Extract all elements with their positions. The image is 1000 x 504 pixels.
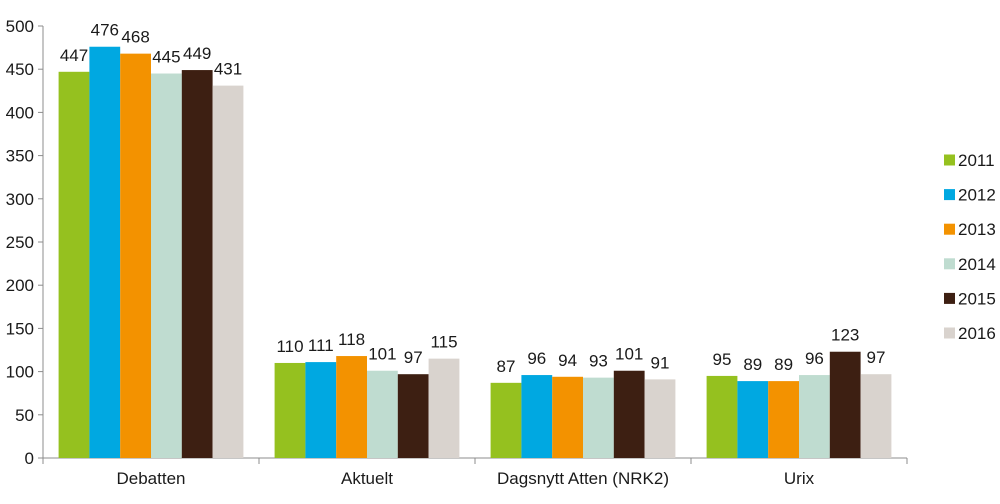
data-label: 449	[183, 44, 211, 63]
category-label: Dagsnytt Atten (NRK2)	[497, 469, 669, 488]
bar-2013	[120, 53, 151, 458]
bar-2013	[336, 356, 367, 458]
legend-label: 2016	[958, 324, 996, 343]
bar-2016	[644, 379, 676, 458]
y-tick-label: 250	[6, 233, 34, 252]
bar-2015	[181, 70, 213, 459]
legend-label: 2012	[958, 186, 996, 205]
bar-2014	[799, 375, 830, 458]
bar-2011	[706, 375, 738, 458]
legend-label: 2014	[958, 255, 996, 274]
bar-2015	[829, 351, 861, 458]
bar-2013	[768, 381, 799, 458]
data-label: 94	[558, 351, 577, 370]
data-label: 431	[214, 60, 242, 79]
bar-2012	[89, 46, 121, 459]
bar-2016	[212, 85, 244, 458]
y-tick-label: 200	[6, 276, 34, 295]
axes: 0 50 100 150 200 250 300 350 400 450 500 Debatten Ak…	[6, 17, 908, 488]
bar-2014	[367, 370, 398, 458]
data-label: 96	[527, 349, 546, 368]
y-tick-label: 50	[15, 406, 34, 425]
legend-swatch	[944, 154, 955, 166]
y-tick-label: 300	[6, 190, 34, 209]
bar-2012	[521, 375, 553, 458]
bar-2014	[151, 73, 182, 459]
data-label: 101	[615, 345, 643, 364]
data-label: 89	[743, 355, 762, 374]
legend-swatch	[944, 189, 955, 201]
category-label: Urix	[784, 469, 815, 488]
y-tick-label: 450	[6, 60, 34, 79]
category-label: Debatten	[117, 469, 186, 488]
data-label: 91	[651, 353, 670, 372]
data-label: 96	[805, 349, 824, 368]
bar-2011	[274, 362, 306, 458]
legend-label: 2015	[958, 289, 996, 308]
bar-2012	[305, 362, 337, 458]
data-label: 87	[497, 357, 516, 376]
bars	[58, 46, 892, 459]
data-label: 445	[152, 48, 180, 67]
data-label: 123	[831, 326, 859, 345]
bar-2012	[737, 381, 769, 458]
category-label: Aktuelt	[341, 469, 393, 488]
legend-label: 2013	[958, 220, 996, 239]
legend: 2011 2012 2013 2014 2015 2016	[944, 151, 996, 343]
y-tick-label: 500	[6, 17, 34, 36]
data-label: 95	[713, 350, 732, 369]
data-label: 89	[774, 355, 793, 374]
y-tick-label: 400	[6, 103, 34, 122]
data-label: 468	[121, 28, 149, 47]
data-label: 97	[404, 348, 423, 367]
bar-2013	[552, 376, 583, 458]
data-label: 118	[338, 330, 365, 349]
bar-2016	[428, 358, 460, 458]
y-tick-label: 100	[6, 363, 34, 382]
bar-2011	[490, 382, 522, 458]
bar-2015	[397, 374, 429, 458]
y-tick-label: 350	[6, 147, 34, 166]
legend-swatch	[944, 292, 955, 304]
legend-label: 2011	[958, 151, 995, 170]
data-label: 111	[308, 336, 334, 355]
bar-2014	[583, 377, 614, 458]
data-label: 115	[430, 333, 457, 352]
bar-2015	[613, 370, 645, 458]
legend-swatch	[944, 327, 955, 339]
legend-swatch	[944, 258, 955, 270]
data-label: 110	[276, 337, 303, 356]
data-label: 97	[867, 348, 886, 367]
y-tick-label: 150	[6, 319, 34, 338]
bar-2016	[860, 374, 892, 458]
data-label: 101	[368, 345, 396, 364]
data-label: 447	[60, 46, 88, 65]
data-label: 93	[589, 352, 608, 371]
legend-swatch	[944, 223, 955, 235]
data-label: 476	[91, 21, 119, 40]
bar-2011	[58, 71, 90, 459]
y-tick-label: 0	[25, 449, 34, 468]
